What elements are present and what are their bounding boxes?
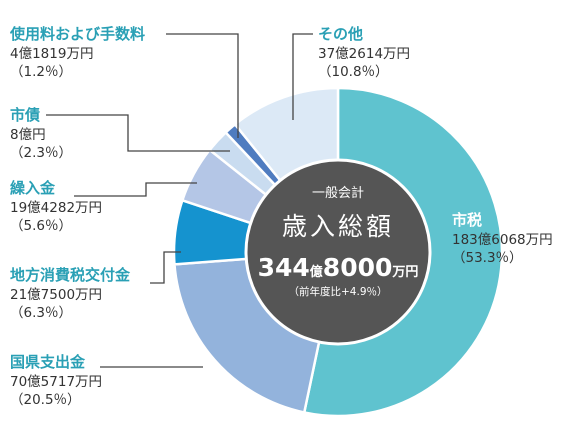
slice-label-amount: 183億6068万円 (452, 232, 553, 248)
total-man-value: 8000 (322, 253, 393, 282)
total-man-unit: 万円 (392, 265, 419, 280)
label-local-consumption-tax-grant: 地方消費税交付金 21億7500万円 （6.3％） (10, 266, 130, 321)
label-transfers: 繰入金 19億4282万円 （5.6％） (10, 179, 102, 234)
slice-label-name: 市債 (10, 106, 41, 124)
label-municipal-bonds: 市債 8億円 （2.3％） (10, 106, 72, 161)
slice-label-name: 市税 (452, 211, 483, 229)
slice-label-percent: （10.8％） (318, 64, 389, 81)
slice-label-percent: （20.5％） (10, 392, 81, 409)
slice-label-percent: （6.3％） (10, 305, 72, 322)
slice-label-name: 地方消費税交付金 (10, 266, 131, 284)
leader-line-2 (150, 251, 181, 284)
slice-label-amount: 4億1819万円 (10, 46, 94, 62)
label-city-tax: 市税 183億6068万円 （53.3％） (452, 211, 553, 266)
slice-label-name: 国県支出金 (10, 353, 86, 371)
slice-label-percent: （53.3％） (452, 250, 523, 267)
slice-label-percent: （2.3％） (10, 145, 72, 162)
slice-label-percent: （5.6％） (10, 218, 72, 235)
center-yoy: （前年度比+4.9％） (288, 286, 388, 298)
total-oku-unit: 億 (309, 265, 323, 280)
slice-label-name: 繰入金 (10, 179, 56, 197)
slice-label-percent: （1.2％） (10, 64, 72, 81)
label-fees-and-charges: 使用料および手数料 4億1819万円 （1.2％） (10, 25, 145, 80)
slice-label-amount: 70億5717万円 (10, 374, 103, 390)
center-subtitle: 一般会計 (311, 186, 364, 201)
slice-label-amount: 37億2614万円 (318, 46, 411, 62)
leader-line-6 (292, 33, 313, 120)
center-disc (244, 158, 432, 346)
center-title: 歳入総額 (281, 212, 394, 241)
leader-line-5 (166, 33, 239, 138)
total-oku-value: 344 (257, 253, 310, 282)
label-national-prefectural-grants: 国県支出金 70億5717万円 （20.5％） (10, 353, 102, 408)
leader-line-4 (46, 114, 230, 152)
center-total: 344億8000万円 (249, 253, 427, 282)
slice-label-amount: 19億4282万円 (10, 200, 103, 216)
slice-label-amount: 8億円 (10, 127, 46, 143)
slice-label-name: 使用料および手数料 (10, 25, 146, 43)
slice-label-name: その他 (318, 25, 364, 43)
leader-lines (46, 33, 313, 368)
label-other: その他 37億2614万円 （10.8％） (318, 25, 410, 80)
center-summary: 一般会計 歳入総額 344億8000万円 （前年度比+4.9％） (249, 182, 427, 299)
leader-line-3 (74, 182, 197, 197)
slice-label-amount: 21億7500万円 (10, 287, 103, 303)
